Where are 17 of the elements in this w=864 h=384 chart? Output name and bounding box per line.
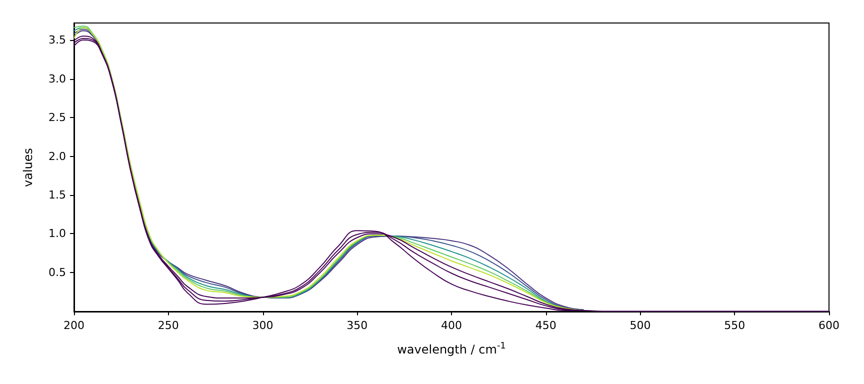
x-tick-label: 550 [724,319,746,332]
x-tick-label: 600 [818,319,840,332]
x-tick-label: 350 [346,319,368,332]
y-tick-label: 3.5 [48,34,66,47]
y-tick-label: 2.0 [48,150,66,163]
x-tick-label: 500 [630,319,651,332]
y-tick-label: 1.5 [48,188,66,202]
x-tick-label: 250 [158,319,179,332]
x-tick-label: 450 [535,319,556,332]
x-tick-label: 200 [64,319,84,332]
y-tick-label: 2.5 [48,111,66,124]
y-axis-title: values [21,148,35,188]
x-tick-label: 400 [441,319,462,332]
y-tick-label: 1.0 [48,227,66,240]
x-tick-label: 300 [252,319,274,332]
y-tick-label: 3.0 [48,72,66,86]
y-tick-label: 0.5 [48,266,66,279]
